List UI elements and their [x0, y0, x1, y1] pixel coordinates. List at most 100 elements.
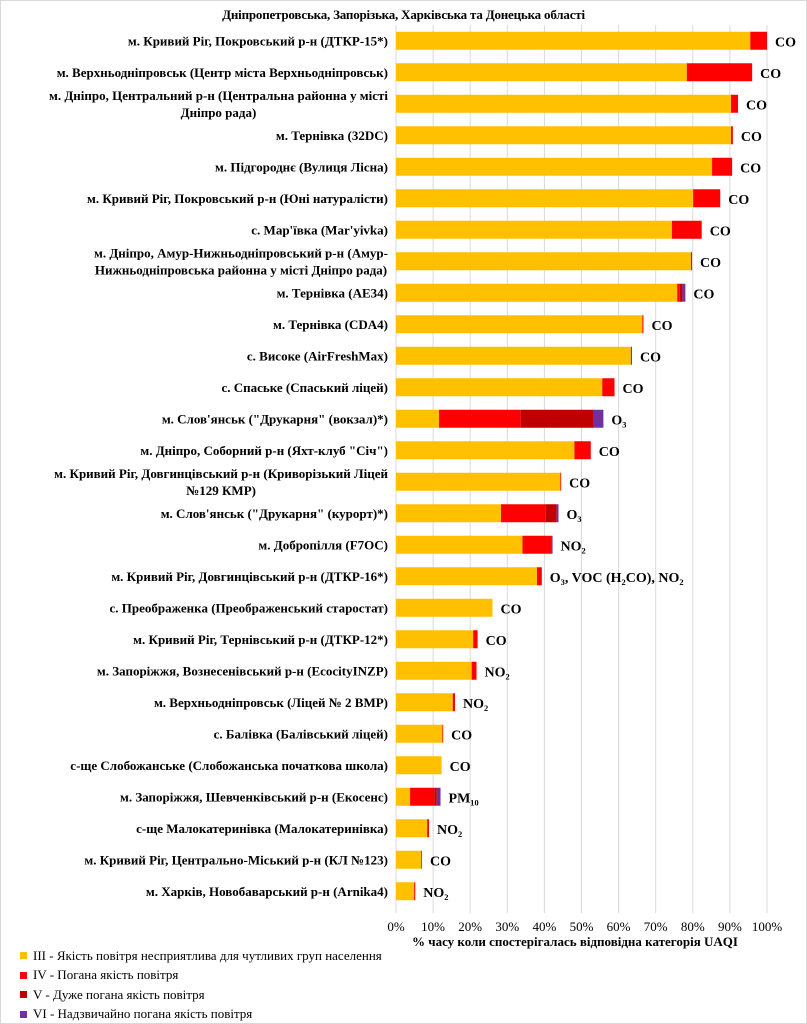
bar-segment-III[interactable] [396, 535, 523, 554]
bar-segment-III[interactable] [396, 882, 415, 901]
bar-segment-III[interactable] [396, 472, 561, 491]
pollutant-label: NO₂ [485, 665, 510, 680]
bar-segment-V[interactable] [679, 283, 683, 302]
bar-segment-VI[interactable] [436, 787, 441, 806]
legend-item-VI[interactable]: VI - Надзвичайно погана якість повітря [20, 1005, 382, 1024]
bar-segment-IV[interactable] [473, 630, 478, 649]
bar-segment-IV[interactable] [427, 819, 430, 838]
category-label-line: Нижньодніпровська районна у місті Дніпро… [95, 262, 387, 277]
x-axis-label: % часу коли спостерігалась відповідна ка… [412, 934, 738, 949]
bar-segment-III[interactable] [396, 346, 631, 365]
bar-segment-IV[interactable] [731, 126, 733, 145]
x-tick-label: 30% [495, 919, 519, 934]
bar-segment-IV[interactable] [452, 693, 455, 712]
x-tick-label: 10% [421, 919, 445, 934]
category-label: м. Запоріжжя, Шевченківський р-н (Екосен… [120, 789, 388, 804]
pollutant-label: CO [451, 728, 472, 743]
bar-segment-IV[interactable] [414, 882, 416, 901]
legend-swatch-III [20, 952, 27, 960]
category-label: с. Високе (AirFreshMax) [247, 348, 388, 363]
bar-segment-IV[interactable] [731, 94, 739, 113]
category-label: м. Тернівка (32DC) [276, 128, 388, 143]
bar-segment-IV[interactable] [574, 441, 591, 460]
bar-segment-IV[interactable] [642, 315, 644, 334]
bar-segment-IV[interactable] [442, 724, 444, 743]
bar-segment-IV[interactable] [686, 63, 753, 82]
bar-segment-III[interactable] [396, 378, 603, 397]
bar-segment-III[interactable] [396, 630, 474, 649]
bar-segment-III[interactable] [396, 819, 428, 838]
bar-segment-III[interactable] [396, 283, 678, 302]
bar-segment-IV[interactable] [522, 535, 552, 554]
bar-segment-III[interactable] [396, 567, 537, 586]
bar-segment-VI[interactable] [593, 409, 604, 428]
category-label-line: м. Кривий Ріг, Довгинцівський р-н (Криво… [54, 466, 388, 481]
bar-segment-III[interactable] [396, 189, 694, 208]
category-label-line: м. Дніпро, Амур-Нижньодніпровський р-н (… [94, 245, 388, 260]
bar-segment-IV[interactable] [602, 378, 615, 397]
bar-segment-III[interactable] [396, 157, 713, 176]
category-label: м. Запоріжжя, Вознесенівський р-н (Ecoci… [97, 663, 388, 678]
pollutant-label: CO [599, 445, 620, 460]
bar-segment-IV[interactable] [693, 189, 721, 208]
bar-segment-VI[interactable] [556, 504, 559, 523]
bar-segment-IV[interactable] [439, 409, 521, 428]
category-label: с. Балівка (Балівський ліцей) [214, 726, 388, 741]
bar-segment-III[interactable] [396, 693, 453, 712]
bar-segment-III[interactable] [396, 315, 643, 334]
bar-segment-III[interactable] [396, 252, 691, 271]
bar-segment-III[interactable] [396, 409, 440, 428]
category-label: м. Кривий Ріг, Тернівський р-н (ДТКР-12*… [133, 632, 388, 647]
bar-segment-VI[interactable] [682, 283, 686, 302]
bar-segment-III[interactable] [396, 220, 673, 239]
x-tick-label: 20% [458, 919, 482, 934]
x-tick-label: 50% [570, 919, 594, 934]
bar-segment-IV[interactable] [500, 504, 546, 523]
bar-segment-III[interactable] [396, 63, 687, 82]
category-label: м. Кривий Ріг, Центрально-Міський р-н (К… [84, 852, 388, 867]
bar-segment-IV[interactable] [560, 472, 562, 491]
bar-segment-III[interactable] [396, 598, 493, 617]
bar-segment-III[interactable] [396, 504, 501, 523]
pollutant-label: CO [700, 256, 721, 271]
pollutant-label: NO₂ [561, 539, 586, 554]
bar-segment-VI[interactable] [630, 346, 632, 365]
bar-segment-III[interactable] [396, 724, 443, 743]
legend-item-V[interactable]: V - Дуже погана якість повітря [20, 985, 382, 1005]
category-label: с-ще Слобожанське (Слобожанська початков… [70, 758, 388, 773]
bar-segment-III[interactable] [396, 31, 751, 50]
bar-segment-III[interactable] [396, 661, 472, 680]
legend-item-III[interactable]: III - Якість повітря несприятлива для чу… [20, 946, 382, 966]
category-label: м. Верхньодніпровськ (Ліцей № 2 ВМР) [154, 695, 388, 710]
bar-segment-V[interactable] [434, 787, 437, 806]
bar-segment-IV[interactable] [750, 31, 767, 50]
pollutant-label: CO [450, 760, 471, 775]
x-tick-label: 100% [752, 919, 783, 934]
x-tick-label: 60% [607, 919, 631, 934]
bar-segment-IV[interactable] [421, 850, 423, 869]
bar-segment-IV[interactable] [672, 220, 702, 239]
bar-segment-IV[interactable] [690, 252, 693, 271]
legend-item-IV[interactable]: IV - Погана якість повітря [20, 966, 382, 986]
bar-segment-IV[interactable] [471, 661, 477, 680]
category-label: с. Спаське (Спаський ліцей) [221, 380, 388, 395]
bar-segment-IV[interactable] [677, 283, 680, 302]
bar-segment-IV[interactable] [410, 787, 435, 806]
bar-segment-III[interactable] [396, 126, 732, 145]
pollutant-label: CO [740, 161, 761, 176]
bar-segment-III[interactable] [396, 756, 442, 775]
category-label: м. Підгороднє (Вулиця Лісна) [215, 159, 388, 174]
bar-segment-VI[interactable] [551, 535, 553, 554]
bar-segment-III[interactable] [396, 441, 575, 460]
pollutant-label: O₃ [611, 413, 626, 428]
chart-title: Дніпропетровська, Запорізька, Харківська… [222, 7, 585, 22]
bar-segment-IV[interactable] [712, 157, 733, 176]
x-tick-label: 80% [681, 919, 705, 934]
bar-segment-V[interactable] [520, 409, 594, 428]
bar-segment-III[interactable] [396, 850, 422, 869]
bar-segment-III[interactable] [396, 787, 411, 806]
category-label: м. Кривий Ріг, Покровський р-н (Юні нату… [87, 191, 388, 206]
bar-segment-IV[interactable] [536, 567, 542, 586]
bar-segment-III[interactable] [396, 94, 732, 113]
bar-segment-V[interactable] [545, 504, 557, 523]
